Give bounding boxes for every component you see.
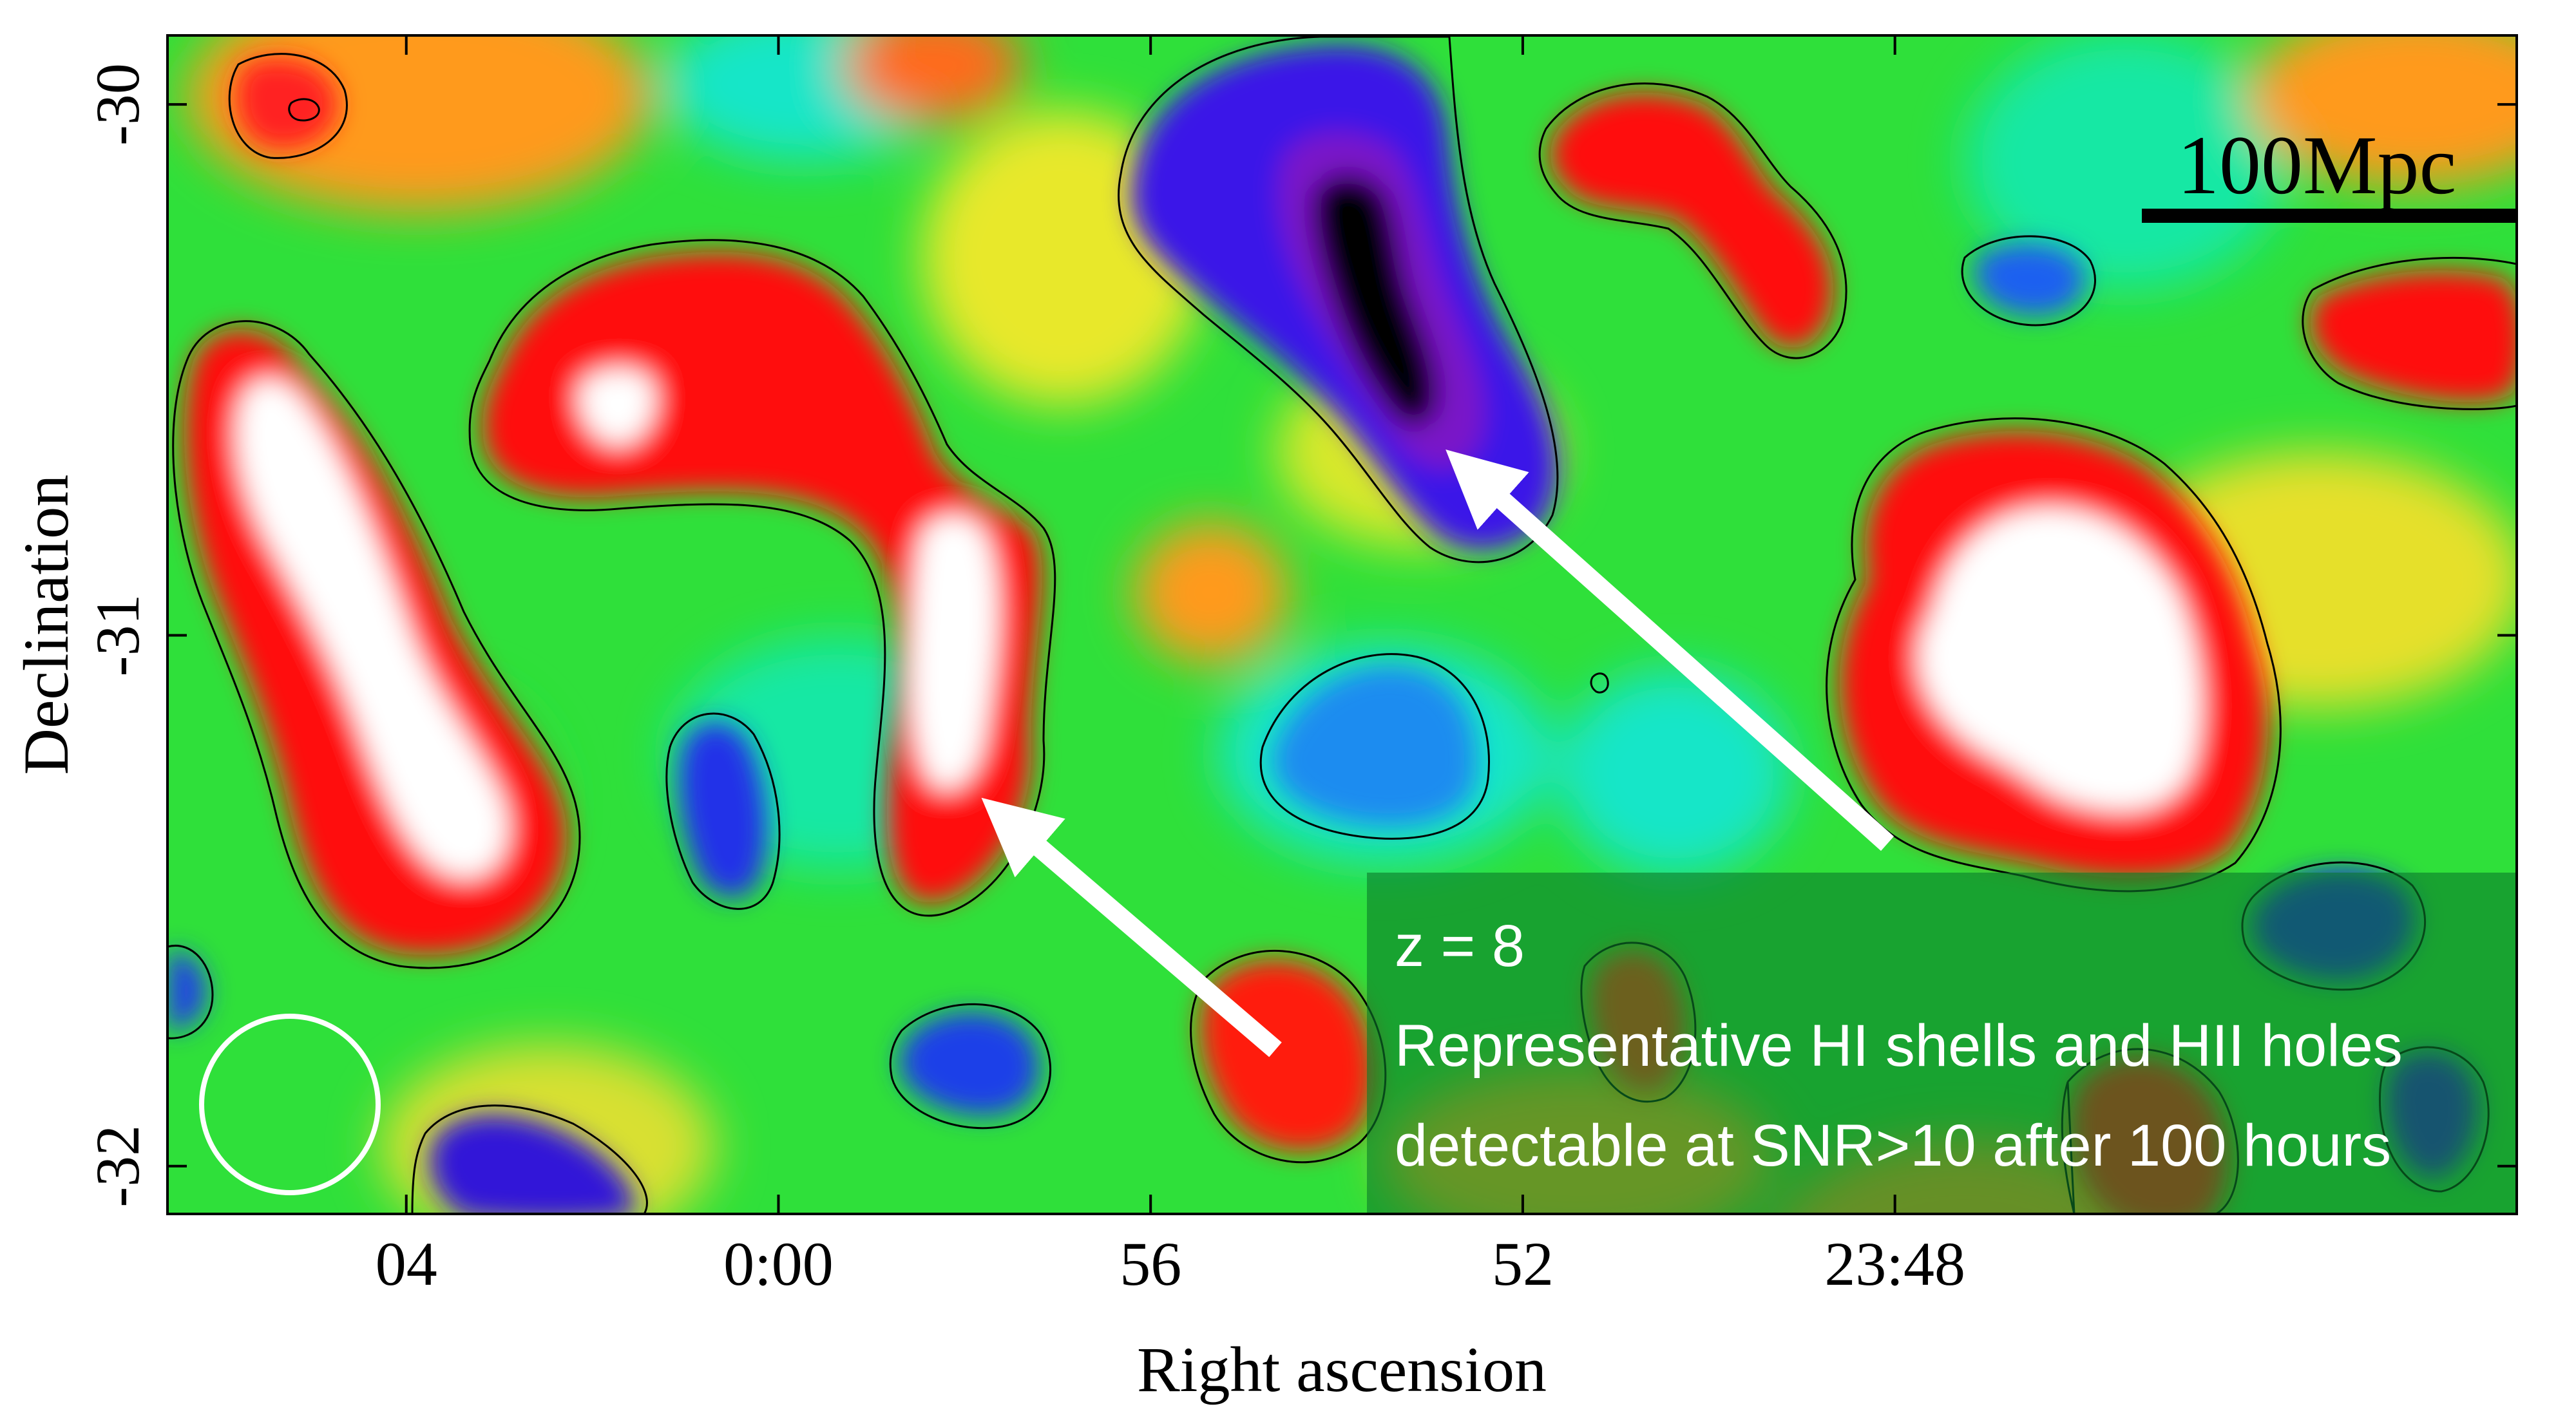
x-tick-label: 0:00: [723, 1229, 834, 1298]
hii-hole-center: [1273, 667, 1476, 826]
scale-bar: 100Mpc: [2142, 119, 2515, 223]
y-axis-label: Declination: [10, 475, 82, 775]
field-orange-patch: [844, 35, 1024, 122]
annotation-line-description: Representative HI shells and HII holes: [1395, 1013, 2403, 1079]
contour-line: [1538, 82, 1847, 359]
hii-hole-top-right: [1974, 243, 2085, 316]
contour-line: [1961, 235, 2096, 327]
annotation-text: z = 8 Representative HI shells and HII h…: [1395, 913, 2403, 1179]
annotation-line-redshift: z = 8: [1395, 913, 1525, 979]
arrow-hii-hole: [1445, 450, 1894, 851]
x-tick-label: 23:48: [1824, 1229, 1965, 1298]
contour-line: [167, 945, 214, 1039]
hi-shell-core-top: [578, 368, 656, 446]
contour-line: [288, 98, 320, 122]
contour-line: [665, 712, 781, 910]
hi-shells: [184, 58, 2517, 1214]
hii-hole-black-core: [1312, 174, 1438, 426]
scale-bar-label: 100Mpc: [2177, 119, 2456, 212]
hi-shell-bottom-red: [1199, 959, 1374, 1151]
contour-line: [228, 53, 348, 159]
contour-line: [172, 320, 581, 969]
hii-hole-left-edge: [167, 952, 206, 1030]
beam-circle: [199, 1014, 381, 1195]
hi-shell-top-small: [235, 58, 338, 149]
heatmap-field: [167, 35, 2517, 1214]
hi-shell-far-right: [2309, 270, 2517, 402]
field-cyan-patch: [1965, 35, 2287, 290]
hii-hole-bottom-mid: [899, 1012, 1040, 1115]
y-tick-label: -32: [83, 1125, 152, 1207]
contour-line: [411, 1104, 648, 1214]
hi-shell-core-left: [236, 378, 508, 878]
x-tick-label: 04: [376, 1229, 437, 1298]
contour-line: [1259, 653, 1490, 840]
contour-line: [889, 1003, 1051, 1130]
arrow-hi-shell: [981, 797, 1282, 1057]
annotation-box: [1367, 873, 2517, 1214]
x-tick-label: 56: [1120, 1229, 1181, 1298]
y-tick-label: -31: [83, 594, 152, 677]
hii-hole-bottom-left: [429, 1114, 634, 1214]
field-orange-patch: [1134, 522, 1288, 663]
annotation-line-detection: detectable at SNR>10 after 100 hours: [1395, 1113, 2391, 1179]
annotation-arrows: [981, 450, 1894, 1057]
x-tick-label: 52: [1492, 1229, 1554, 1298]
plot-frame: [166, 34, 2518, 1215]
x-axis: 04 0:00 56 52 23:48: [376, 35, 1965, 1298]
field-cyan-patch: [1559, 670, 1791, 876]
contour-line: [2302, 256, 2517, 410]
y-tick-label: -30: [83, 63, 152, 146]
contour-line: [1190, 949, 1387, 1164]
hii-hole-left-mid: [679, 722, 767, 898]
contour-line: [1590, 672, 1609, 694]
hi-shell-core-right: [1918, 507, 2202, 811]
hi-shell-top-right: [1550, 92, 1834, 349]
x-axis-label: Right ascension: [1137, 1334, 1547, 1405]
field-orange-patch: [2248, 35, 2517, 187]
hi-shell-core-middle: [910, 515, 998, 790]
y-axis: -30 -31 -32: [83, 63, 2517, 1207]
